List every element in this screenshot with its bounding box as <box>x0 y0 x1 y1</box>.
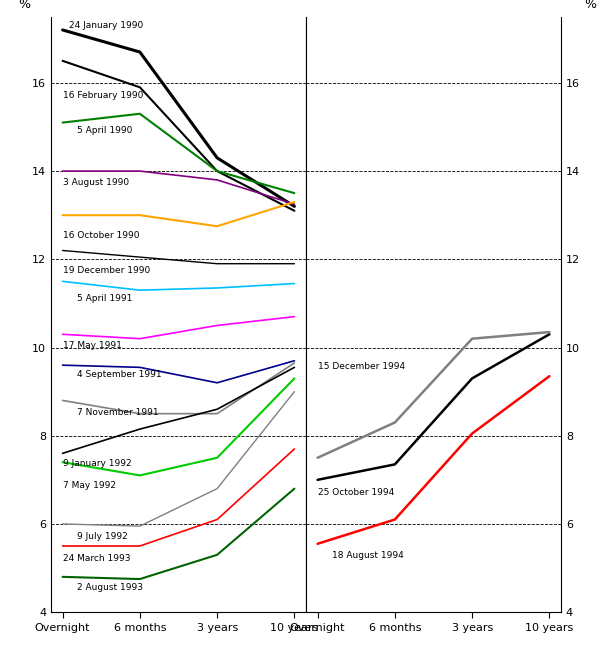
Text: %: % <box>584 0 596 11</box>
Text: 24 March 1993: 24 March 1993 <box>62 554 130 563</box>
Text: 17 May 1991: 17 May 1991 <box>62 341 121 350</box>
Text: %: % <box>18 0 30 11</box>
Text: 19 December 1990: 19 December 1990 <box>62 266 150 275</box>
Text: 5 April 1990: 5 April 1990 <box>77 126 132 135</box>
Text: 16 October 1990: 16 October 1990 <box>62 231 139 240</box>
Text: 7 May 1992: 7 May 1992 <box>62 480 116 490</box>
Text: 5 April 1991: 5 April 1991 <box>77 294 132 302</box>
Text: 15 December 1994: 15 December 1994 <box>317 361 405 371</box>
Text: 2 August 1993: 2 August 1993 <box>77 583 143 592</box>
Text: 7 November 1991: 7 November 1991 <box>77 408 158 417</box>
Text: 4 September 1991: 4 September 1991 <box>77 371 161 379</box>
Text: 24 January 1990: 24 January 1990 <box>69 21 143 30</box>
Text: 18 August 1994: 18 August 1994 <box>331 551 403 560</box>
Text: 3 August 1990: 3 August 1990 <box>62 177 129 187</box>
Text: 9 January 1992: 9 January 1992 <box>62 458 131 468</box>
Text: 16 February 1990: 16 February 1990 <box>62 91 143 100</box>
Text: 9 July 1992: 9 July 1992 <box>77 532 127 541</box>
Text: 25 October 1994: 25 October 1994 <box>317 488 394 496</box>
